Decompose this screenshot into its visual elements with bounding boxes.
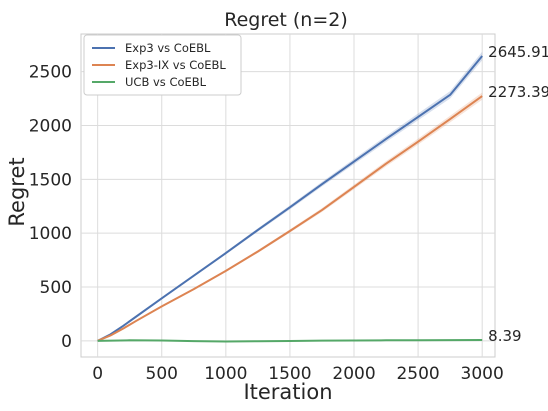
y-tick-label: 1000	[29, 224, 72, 244]
series-line-1	[97, 95, 483, 342]
legend-label-ucb: UCB vs CoEBL	[125, 75, 207, 89]
series-lines	[97, 55, 483, 343]
legend-label-exp3: Exp3 vs CoEBL	[125, 41, 211, 55]
end-value-labels: 2645.91 2273.39 8.39	[488, 43, 548, 345]
x-tick-label: 2000	[332, 364, 375, 384]
end-value-label-1: 2273.39	[488, 83, 548, 101]
y-axis-title: Regret	[5, 157, 29, 226]
x-tick-label: 3000	[461, 364, 504, 384]
y-tick-label: 1500	[29, 170, 72, 190]
x-tick-label: 0	[92, 364, 103, 384]
y-tick-labels: 0 500 1000 1500 2000 2500	[29, 63, 72, 352]
y-tick-label: 500	[40, 278, 72, 298]
series-line-0	[97, 55, 483, 342]
x-tick-label: 1500	[268, 364, 311, 384]
x-axis-title: Iteration	[243, 380, 332, 404]
legend-label-exp3-ix: Exp3-IX vs CoEBL	[125, 58, 226, 72]
y-tick-label: 2500	[29, 63, 72, 83]
y-tick-label: 2000	[29, 117, 72, 137]
y-tick-label: 0	[61, 332, 72, 352]
series-line-2	[97, 338, 483, 343]
x-tick-label: 2500	[396, 364, 439, 384]
chart-title: Regret (n=2)	[224, 9, 348, 31]
x-tick-label: 1000	[204, 364, 247, 384]
legend-box	[83, 34, 242, 96]
x-tick-labels: 0 500 1000 1500 2000 2500 3000	[92, 364, 504, 384]
x-tick-label: 500	[146, 364, 178, 384]
end-value-label-0: 2645.91	[488, 43, 548, 61]
legend: Exp3 vs CoEBL Exp3-IX vs CoEBL UCB vs Co…	[83, 34, 242, 96]
end-value-label-2: 8.39	[488, 327, 521, 345]
